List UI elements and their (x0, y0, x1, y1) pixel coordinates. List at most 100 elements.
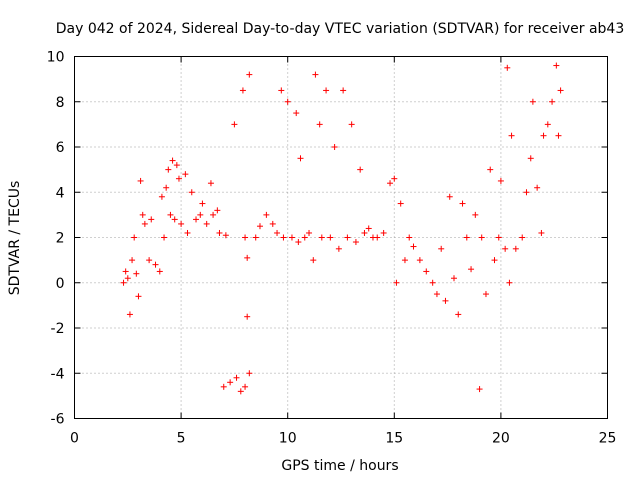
x-tick-label: 25 (599, 431, 617, 447)
data-point (365, 225, 372, 232)
data-point (171, 216, 178, 223)
data-point (306, 229, 313, 236)
y-tick-label: 8 (56, 95, 65, 111)
y-tick-label: -2 (51, 321, 65, 337)
data-point (293, 110, 300, 117)
data-point (527, 155, 534, 162)
data-point (220, 383, 227, 390)
data-point (478, 234, 485, 241)
y-tick-label: 10 (47, 50, 65, 66)
data-point (165, 166, 172, 173)
y-tick-label: 2 (56, 231, 65, 247)
y-tick-label: 6 (56, 140, 65, 156)
data-point (207, 180, 214, 187)
data-point (152, 261, 159, 268)
x-tick-label: 10 (279, 431, 297, 447)
data-point (391, 175, 398, 182)
data-point (274, 229, 281, 236)
data-point (429, 279, 436, 286)
data-point (476, 386, 483, 393)
data-point (256, 223, 263, 230)
data-point (173, 162, 180, 169)
data-point (310, 257, 317, 264)
data-point (523, 189, 530, 196)
data-point (410, 243, 417, 250)
x-tick-label: 15 (385, 431, 403, 447)
data-point (348, 121, 355, 128)
data-point (529, 98, 536, 105)
data-point (540, 132, 547, 139)
data-point (227, 379, 234, 386)
data-point (549, 98, 556, 105)
data-point (175, 175, 182, 182)
data-point (318, 234, 325, 241)
chart-title: Day 042 of 2024, Sidereal Day-to-day VTE… (56, 21, 625, 37)
data-point (280, 234, 287, 241)
data-point (141, 220, 148, 227)
y-tick-label: -4 (51, 366, 65, 382)
data-point (406, 234, 413, 241)
data-point (146, 257, 153, 264)
data-point (538, 229, 545, 236)
data-point (555, 132, 562, 139)
data-point (393, 279, 400, 286)
data-point (361, 229, 368, 236)
data-point (316, 121, 323, 128)
data-point (482, 291, 489, 298)
data-point (239, 87, 246, 94)
data-point (244, 313, 251, 320)
data-point (352, 239, 359, 246)
data-point (197, 211, 204, 218)
gridlines (74, 56, 608, 419)
data-point (544, 121, 551, 128)
y-tick-label: -6 (51, 412, 65, 428)
y-tick-label: 0 (56, 276, 65, 292)
data-point (504, 64, 511, 71)
data-point (495, 234, 502, 241)
data-point (295, 239, 302, 246)
data-point (182, 171, 189, 178)
data-point (416, 257, 423, 264)
data-point (169, 157, 176, 164)
data-point (137, 177, 144, 184)
x-tick-label: 0 (70, 431, 79, 447)
x-tick-label: 20 (492, 431, 510, 447)
data-point (222, 232, 229, 239)
plot-frame (74, 56, 608, 419)
data-point (231, 121, 238, 128)
data-point (203, 220, 210, 227)
data-point (161, 234, 168, 241)
data-point (487, 166, 494, 173)
x-tick-label: 5 (177, 431, 186, 447)
data-point (397, 200, 404, 207)
data-point (284, 98, 291, 105)
data-point (242, 383, 249, 390)
data-point (553, 62, 560, 69)
data-point (557, 87, 564, 94)
data-point (340, 87, 347, 94)
data-point (380, 229, 387, 236)
data-point (323, 87, 330, 94)
data-point (178, 220, 185, 227)
data-point (131, 234, 138, 241)
data-point (344, 234, 351, 241)
y-tick-label: 4 (56, 185, 65, 201)
data-point (139, 211, 146, 218)
data-point (199, 200, 206, 207)
data-point (423, 268, 430, 275)
data-point (519, 234, 526, 241)
data-point (534, 184, 541, 191)
data-point (263, 211, 270, 218)
data-point (246, 71, 253, 78)
data-point (233, 374, 240, 381)
data-point (252, 234, 259, 241)
data-point (129, 257, 136, 264)
data-point (246, 370, 253, 377)
data-point (438, 245, 445, 252)
data-point (301, 234, 308, 241)
y-axis-label: SDTVAR / TECUs (7, 181, 23, 296)
data-point (442, 297, 449, 304)
data-point (459, 200, 466, 207)
data-point (401, 257, 408, 264)
